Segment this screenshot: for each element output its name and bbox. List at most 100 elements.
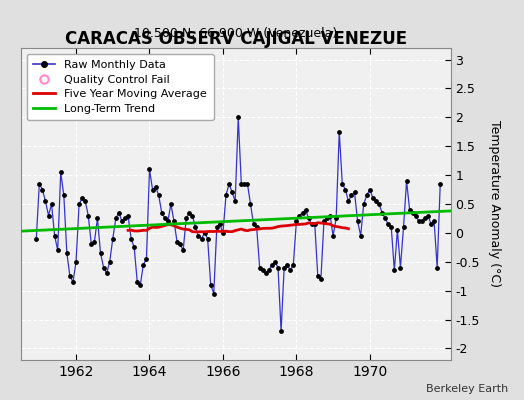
Point (353, 218, 362, 224)
Point (57, 169, 65, 176)
Point (155, 192, 163, 198)
Point (283, 262, 291, 268)
Point (375, 201, 383, 207)
Point (148, 186, 157, 193)
Point (298, 210, 307, 216)
Legend: Raw Monthly Data, Quality Control Fail, Five Year Moving Average, Long-Term Tren: Raw Monthly Data, Quality Control Fail, … (27, 54, 214, 120)
Point (399, 224, 408, 230)
Point (200, 230, 209, 236)
Point (280, 264, 288, 271)
Point (161, 215, 169, 222)
Point (90, 238, 99, 245)
Point (47, 201, 56, 207)
Point (78, 195, 86, 202)
Point (430, 218, 438, 224)
Point (316, 276, 325, 282)
Point (53, 247, 62, 254)
Point (396, 264, 405, 271)
Point (256, 264, 264, 271)
Point (409, 210, 417, 216)
Point (93, 215, 102, 222)
Point (363, 192, 371, 198)
Point (356, 232, 365, 239)
Point (176, 241, 184, 248)
Point (311, 221, 319, 228)
Point (225, 180, 233, 187)
Point (335, 128, 343, 135)
Point (381, 215, 389, 222)
Point (351, 189, 359, 196)
Point (274, 264, 282, 271)
Point (130, 244, 138, 250)
Point (179, 247, 188, 254)
Point (265, 267, 273, 274)
Point (213, 224, 221, 230)
Point (240, 180, 248, 187)
Point (45, 212, 53, 219)
Point (35, 180, 43, 187)
Point (433, 264, 441, 271)
Text: 10.500 N, 66.900 W (Venezuela): 10.500 N, 66.900 W (Venezuela) (134, 27, 337, 40)
Point (50, 232, 59, 239)
Point (384, 221, 392, 228)
Point (216, 221, 224, 228)
Point (234, 114, 243, 120)
Point (359, 201, 368, 207)
Point (347, 192, 356, 198)
Point (75, 201, 83, 207)
Point (222, 192, 230, 198)
Text: Berkeley Earth: Berkeley Earth (426, 384, 508, 394)
Point (66, 273, 74, 280)
Point (393, 227, 401, 233)
Y-axis label: Temperature Anomaly (°C): Temperature Anomaly (°C) (488, 120, 501, 288)
Point (332, 215, 341, 222)
Point (338, 180, 346, 187)
Point (100, 264, 108, 271)
Point (185, 210, 193, 216)
Point (289, 262, 298, 268)
Point (292, 218, 301, 224)
Point (118, 218, 126, 224)
Point (326, 212, 334, 219)
Point (41, 198, 50, 204)
Point (243, 180, 252, 187)
Point (72, 258, 80, 265)
Point (424, 212, 432, 219)
Point (406, 206, 414, 213)
Point (344, 198, 353, 204)
Point (198, 236, 206, 242)
Point (268, 262, 276, 268)
Point (387, 224, 396, 230)
Point (261, 270, 270, 276)
Point (314, 273, 322, 280)
Point (103, 270, 111, 276)
Point (219, 230, 227, 236)
Point (436, 180, 444, 187)
Point (421, 215, 429, 222)
Point (228, 189, 236, 196)
Point (163, 218, 172, 224)
Point (108, 236, 117, 242)
Point (69, 279, 77, 285)
Point (237, 180, 246, 187)
Point (63, 250, 71, 256)
Point (372, 198, 380, 204)
Point (112, 215, 120, 222)
Point (427, 221, 435, 228)
Point (390, 267, 399, 274)
Point (32, 236, 40, 242)
Point (142, 256, 150, 262)
Point (258, 267, 267, 274)
Point (124, 212, 132, 219)
Point (188, 212, 196, 219)
Point (249, 221, 258, 228)
Point (308, 221, 316, 228)
Point (136, 282, 145, 288)
Point (329, 232, 337, 239)
Point (378, 210, 386, 216)
Point (96, 250, 105, 256)
Point (231, 198, 239, 204)
Point (182, 215, 190, 222)
Point (115, 210, 123, 216)
Point (323, 215, 331, 222)
